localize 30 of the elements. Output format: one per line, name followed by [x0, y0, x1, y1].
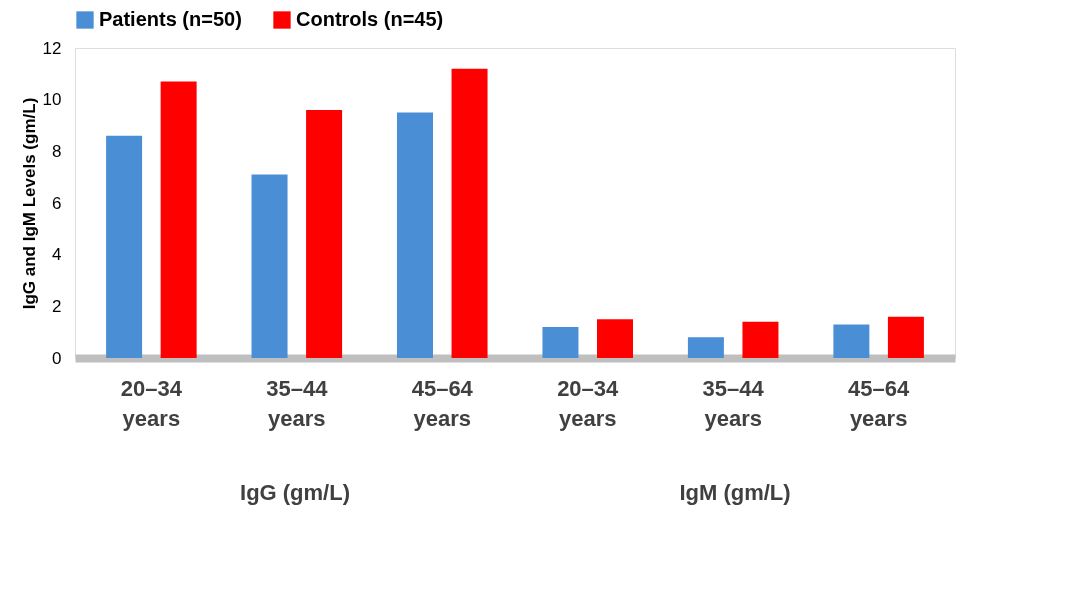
text: IgG (gm/L) — [240, 480, 350, 505]
x-tick-label: 20–34 years — [557, 375, 620, 431]
y-axis-title: IgG and IgM Levels (gm/L) — [19, 97, 39, 310]
x-tick-label: 45–64 years — [411, 375, 474, 431]
x-tick-label: 45–64 years — [848, 375, 910, 431]
y-tick-label: 2 — [52, 296, 62, 316]
bar — [106, 135, 143, 358]
x-tick-label: 35–44 years — [702, 375, 765, 431]
y-tick-label: 6 — [52, 193, 62, 213]
bar — [542, 327, 579, 358]
bar — [160, 81, 197, 358]
legend-label: Controls (n=45) — [296, 8, 444, 30]
y-tick-label: 12 — [42, 38, 62, 58]
bar — [687, 337, 724, 358]
text: IgM (gm/L) — [679, 480, 791, 505]
y-tick-label: 0 — [52, 348, 62, 368]
bar — [833, 324, 870, 358]
bar — [887, 316, 924, 358]
x-tick-label: 20–34 years — [120, 375, 183, 431]
legend-label: Patients (n=50) — [99, 8, 242, 30]
y-tick-label: 8 — [52, 141, 62, 161]
bar — [742, 321, 779, 358]
x-tick-label: 35–44 years — [266, 375, 329, 431]
bar — [597, 319, 633, 358]
y-tick-label: 10 — [42, 90, 62, 110]
bar — [451, 68, 488, 358]
bar — [306, 110, 343, 358]
y-tick-label: 4 — [52, 245, 62, 265]
bar — [251, 174, 288, 358]
bar — [397, 112, 433, 358]
